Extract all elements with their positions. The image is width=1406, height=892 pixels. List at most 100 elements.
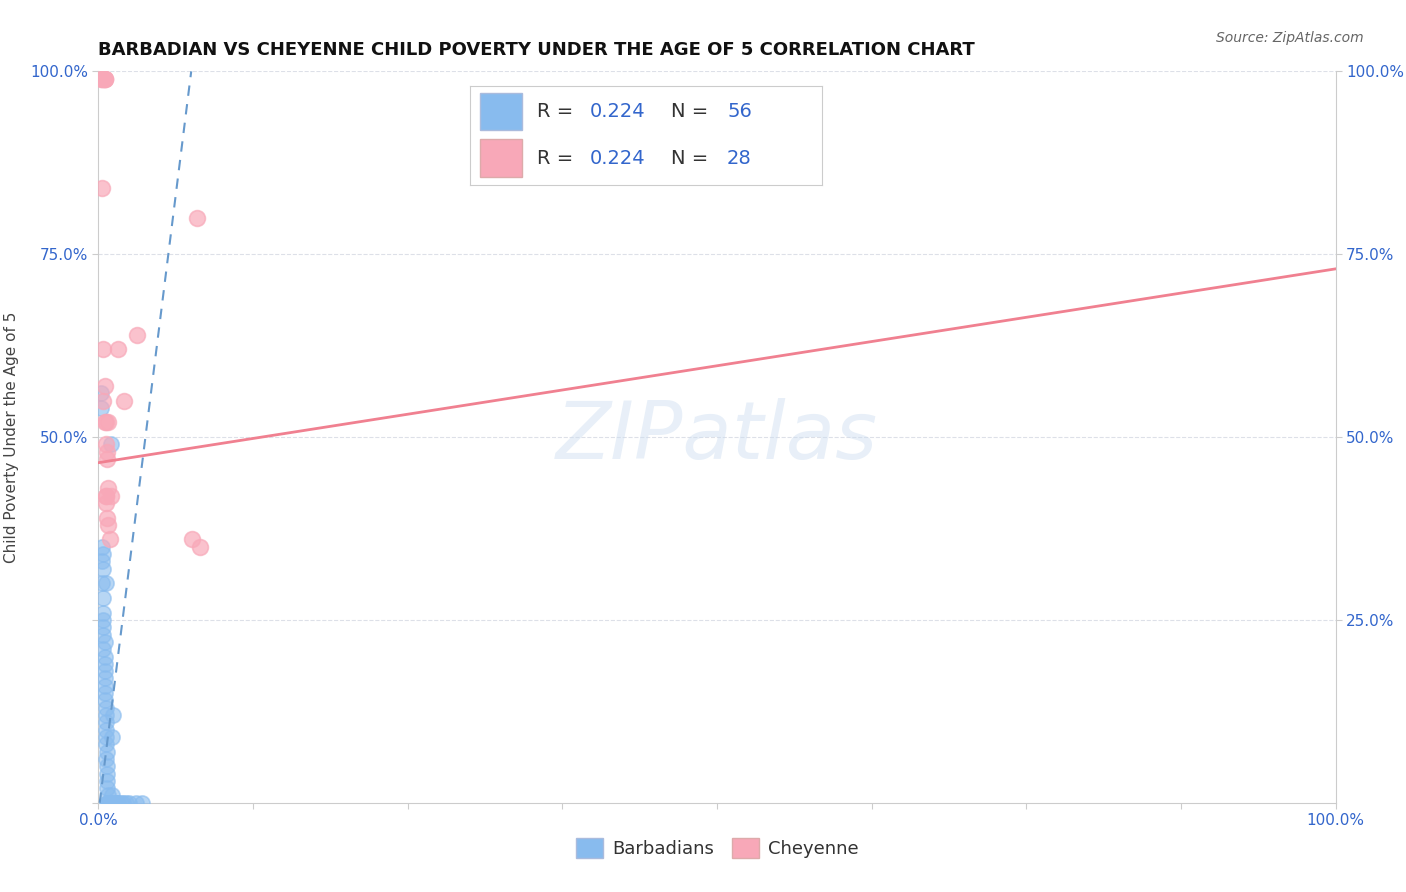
Text: Source: ZipAtlas.com: Source: ZipAtlas.com <box>1216 31 1364 45</box>
Point <box>97 796 120 810</box>
Point <box>93 71 115 86</box>
Point <box>107 796 129 810</box>
Point <box>103 708 125 723</box>
Point <box>94 700 117 714</box>
Point <box>93 71 115 86</box>
Text: N =: N = <box>671 103 714 121</box>
Point <box>112 393 135 408</box>
Point <box>97 517 120 532</box>
Point <box>91 181 114 195</box>
Point <box>98 796 121 810</box>
Point <box>94 737 117 751</box>
Point <box>97 789 120 803</box>
Point <box>96 745 118 759</box>
Point <box>94 489 117 503</box>
Point <box>100 489 122 503</box>
Point <box>90 401 112 415</box>
Point <box>104 796 127 810</box>
Point <box>97 481 120 495</box>
Text: 28: 28 <box>727 149 752 168</box>
Legend: Barbadians, Cheyenne: Barbadians, Cheyenne <box>567 829 868 867</box>
Point <box>112 796 135 810</box>
Text: BARBADIAN VS CHEYENNE CHILD POVERTY UNDER THE AGE OF 5 CORRELATION CHART: BARBADIAN VS CHEYENNE CHILD POVERTY UNDE… <box>98 41 976 59</box>
Point <box>96 510 118 524</box>
Point <box>93 606 115 620</box>
Point <box>96 759 118 773</box>
Point <box>96 781 118 796</box>
Point <box>96 773 118 788</box>
Point <box>93 620 115 634</box>
Text: N =: N = <box>671 149 714 168</box>
Point <box>97 796 120 810</box>
Point <box>97 416 120 430</box>
Point <box>94 730 117 744</box>
Point <box>101 789 124 803</box>
Point <box>93 627 115 641</box>
Point <box>114 796 136 810</box>
Point <box>94 416 117 430</box>
Text: 0.224: 0.224 <box>589 103 645 121</box>
Text: R =: R = <box>537 103 579 121</box>
Point <box>125 327 148 342</box>
Point <box>93 642 115 657</box>
Point <box>93 686 115 700</box>
Point <box>90 71 112 86</box>
Point <box>131 796 153 810</box>
Point <box>107 343 129 357</box>
Point <box>93 613 115 627</box>
Text: ZIPatlas: ZIPatlas <box>555 398 879 476</box>
Point <box>105 796 128 810</box>
Point <box>93 562 115 576</box>
Point <box>96 452 118 467</box>
Point <box>186 211 208 225</box>
Point <box>103 796 125 810</box>
Point <box>91 71 114 86</box>
Point <box>96 444 118 458</box>
Point <box>124 796 146 810</box>
Point <box>96 796 118 810</box>
Point <box>93 672 115 686</box>
Point <box>93 591 115 605</box>
Point <box>181 533 204 547</box>
Point <box>98 796 121 810</box>
Point <box>94 437 117 451</box>
Point <box>93 679 115 693</box>
Point <box>93 547 115 561</box>
Point <box>94 723 117 737</box>
Y-axis label: Child Poverty Under the Age of 5: Child Poverty Under the Age of 5 <box>4 311 18 563</box>
Point <box>100 437 122 451</box>
FancyBboxPatch shape <box>481 93 523 130</box>
Point <box>94 708 117 723</box>
Point <box>94 576 117 591</box>
Point <box>93 416 115 430</box>
Point <box>91 576 114 591</box>
Point <box>94 715 117 730</box>
Point <box>91 540 114 554</box>
Point <box>93 635 115 649</box>
Point <box>93 649 115 664</box>
Point <box>97 796 120 810</box>
Point <box>118 796 141 810</box>
FancyBboxPatch shape <box>481 139 523 177</box>
Point <box>94 489 117 503</box>
Point <box>93 664 115 678</box>
Point <box>93 71 115 86</box>
Point <box>98 796 121 810</box>
Point <box>93 71 115 86</box>
Text: R =: R = <box>537 149 579 168</box>
Point <box>91 554 114 568</box>
Point <box>101 730 124 744</box>
Point <box>110 796 132 810</box>
Text: 56: 56 <box>727 103 752 121</box>
Point <box>93 657 115 671</box>
Point <box>94 752 117 766</box>
Point <box>98 533 121 547</box>
Point <box>93 693 115 707</box>
Point <box>188 540 211 554</box>
Point <box>93 379 115 393</box>
Text: 0.224: 0.224 <box>589 149 645 168</box>
Point <box>96 766 118 780</box>
Point <box>94 496 117 510</box>
Point <box>93 393 115 408</box>
Point <box>93 343 115 357</box>
